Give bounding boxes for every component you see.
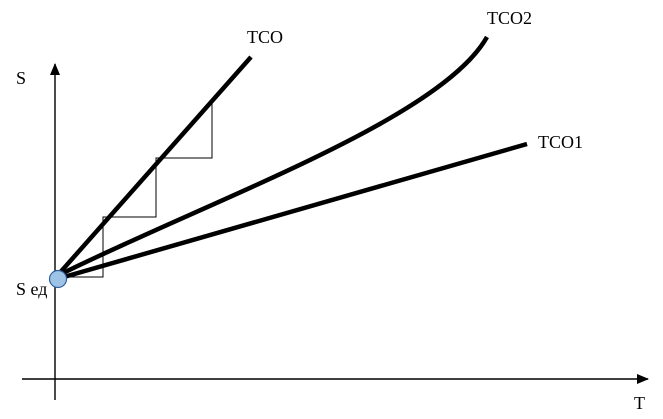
curve-tco: [55, 55, 253, 278]
origin-point: [48, 269, 68, 289]
curve-tco2: [55, 35, 489, 279]
curve-label-tco2: ТСО2: [487, 8, 532, 28]
y-axis-label: S: [16, 68, 26, 88]
curve-label-tco1: ТСО1: [538, 132, 583, 152]
curve-tco1: [56, 141, 528, 282]
origin-label: S ед: [16, 279, 47, 299]
x-axis-label: T: [634, 393, 645, 413]
curve-label-tco: ТСО: [247, 27, 283, 47]
